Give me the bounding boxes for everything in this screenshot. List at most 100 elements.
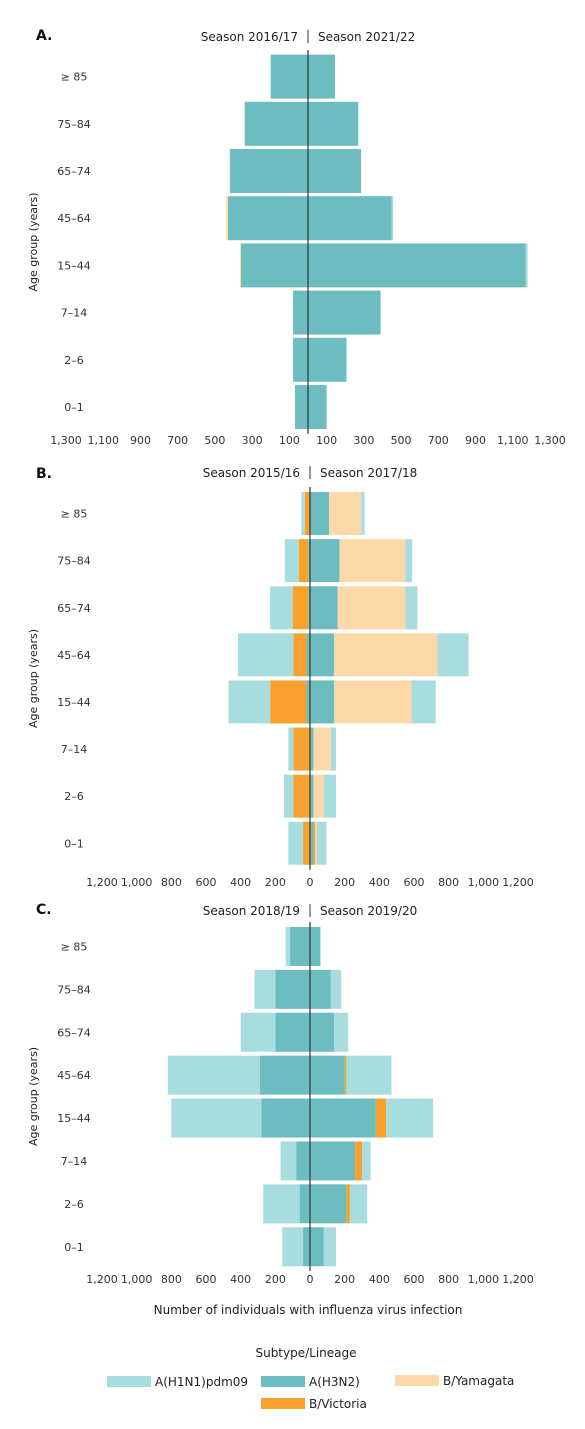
bar-left-a-h3n2: [308, 586, 310, 630]
bar-right-a-h1n1-pdm09: [349, 1184, 368, 1224]
bar-left-b-victoria: [293, 633, 307, 677]
category-label: 15–44: [57, 1112, 91, 1125]
bar-left-a-h1n1-pdm09: [288, 821, 304, 865]
legend-label: A(H3N2): [309, 1375, 360, 1389]
bars: [226, 54, 528, 429]
bar-left-a-h1n1-pdm09: [171, 1098, 262, 1138]
bar-right-a-h1n1-pdm09: [334, 1012, 349, 1052]
x-tick-label: 700: [167, 434, 188, 447]
bar-right-b-yamagata: [313, 727, 331, 771]
x-tick-label: 1,100: [497, 434, 529, 447]
x-tick-label: 100: [316, 434, 337, 447]
x-tick-label: 200: [334, 1273, 355, 1286]
x-tick-label: 200: [265, 1273, 286, 1286]
legend-title: Subtype/Lineage: [255, 1346, 356, 1360]
bar-left-a-h1n1-pdm09: [301, 492, 305, 536]
y-axis-label: Age group (years): [27, 1047, 40, 1146]
x-tick-label: 1,300: [50, 434, 82, 447]
x-tick-label: 400: [369, 1273, 390, 1286]
bar-left-a-h1n1-pdm09: [288, 727, 294, 771]
bar-left-a-h3n2: [227, 196, 308, 241]
x-tick-label: 300: [353, 434, 374, 447]
bar-left-a-h3n2: [229, 149, 308, 193]
right-season-title: Season 2017/18: [320, 466, 417, 480]
x-tick-label: 200: [334, 876, 355, 889]
bar-right-b-victoria: [375, 1098, 387, 1138]
bar-right-b-victoria: [313, 821, 316, 865]
bar-right-a-h1n1-pdm09: [323, 774, 336, 818]
left-season-title: Season 2016/17: [201, 30, 298, 44]
bar-left-a-h3n2: [299, 1184, 310, 1224]
category-label: 75–84: [57, 555, 91, 568]
x-tick-label: 400: [230, 1273, 251, 1286]
bar-right-a-h3n2: [308, 243, 526, 288]
right-season-title: Season 2021/22: [318, 30, 415, 44]
legend-swatch-a-h3n2: [261, 1376, 305, 1387]
bar-right-a-h3n2: [310, 1184, 347, 1224]
bar-right-a-h1n1-pdm09: [316, 821, 327, 865]
legend-items: A(H1N1)pdm09 A(H3N2) B/Yamagata B/Victoria: [107, 1374, 514, 1411]
category-label: 65–74: [57, 1026, 91, 1039]
legend-swatch-a-h1n1-pdm09: [107, 1376, 151, 1387]
bar-right-a-h1n1-pdm09: [405, 586, 418, 630]
bar-left-a-h3n2: [306, 633, 310, 677]
x-tick-label: 1,200: [86, 876, 118, 889]
x-tick-label: 0: [307, 876, 314, 889]
bar-left-b-victoria: [304, 492, 310, 536]
bar-right-a-h3n2: [308, 149, 362, 193]
bar-right-b-yamagata: [334, 680, 412, 724]
category-label: 15–44: [57, 696, 91, 709]
bar-left-a-h1n1-pdm09: [254, 969, 276, 1009]
bar-right-b-victoria: [344, 1055, 347, 1095]
category-label: 7–14: [61, 1155, 88, 1168]
bar-right-a-h3n2: [308, 54, 335, 99]
bar-right-a-h3n2: [310, 1055, 345, 1095]
bar-left-b-yamagata: [226, 196, 228, 241]
bar-right-b-yamagata: [334, 633, 438, 677]
bar-right-a-h3n2: [308, 101, 359, 146]
bar-left-a-h1n1-pdm09: [228, 680, 271, 724]
bar-left-a-h1n1-pdm09: [285, 926, 291, 966]
bars: [228, 492, 469, 865]
bar-left-a-h3n2: [261, 1098, 310, 1138]
legend-swatch-b-victoria: [261, 1398, 305, 1409]
bar-right-a-h3n2: [310, 492, 330, 536]
x-tick-label: 500: [391, 434, 412, 447]
bar-left-a-h1n1-pdm09: [284, 539, 299, 583]
bar-left-a-h1n1-pdm09: [284, 774, 294, 818]
bar-left-a-h3n2: [290, 926, 310, 966]
right-season-title: Season 2019/20: [320, 904, 417, 918]
bar-left-a-h1n1-pdm09: [167, 1055, 260, 1095]
bar-right-b-victoria: [346, 1184, 350, 1224]
panels: A. Season 2016/17 Season 2021/22 Age group …: [27, 28, 566, 1286]
x-tick-label: 1,200: [86, 1273, 118, 1286]
x-tick-label: 1,300: [534, 434, 566, 447]
bar-right-a-h1n1-pdm09: [437, 633, 469, 677]
bar-right-a-h3n2: [310, 1012, 335, 1052]
x-tick-label: 1,100: [87, 434, 119, 447]
legend-swatch-b-yamagata: [395, 1375, 439, 1386]
category-label: 45–64: [57, 649, 91, 662]
bar-left-a-h1n1-pdm09: [240, 1012, 276, 1052]
legend-label: B/Victoria: [309, 1397, 367, 1411]
bar-left-b-victoria: [292, 586, 309, 630]
category-label: 2–6: [64, 790, 84, 803]
y-axis-label: Age group (years): [27, 192, 40, 291]
bar-left-b-victoria: [298, 539, 309, 583]
bar-right-b-victoria: [355, 1141, 362, 1181]
legend-label: A(H1N1)pdm09: [155, 1375, 248, 1389]
bar-left-a-h3n2: [275, 1012, 310, 1052]
x-tick-label: 200: [265, 876, 286, 889]
bar-left-a-h3n2: [293, 337, 308, 382]
x-tick-label: 1,200: [502, 1273, 534, 1286]
x-tick-label: 1,200: [502, 876, 534, 889]
bar-left-a-h3n2: [308, 539, 310, 583]
category-label: ≥ 85: [61, 508, 88, 521]
category-label: 75–84: [57, 983, 91, 996]
bar-left-a-h3n2: [293, 290, 308, 335]
x-tick-label: 100: [279, 434, 300, 447]
category-label: 0–1: [64, 401, 84, 414]
bar-right-b-yamagata: [339, 539, 406, 583]
bar-right-a-h1n1-pdm09: [362, 1141, 371, 1181]
